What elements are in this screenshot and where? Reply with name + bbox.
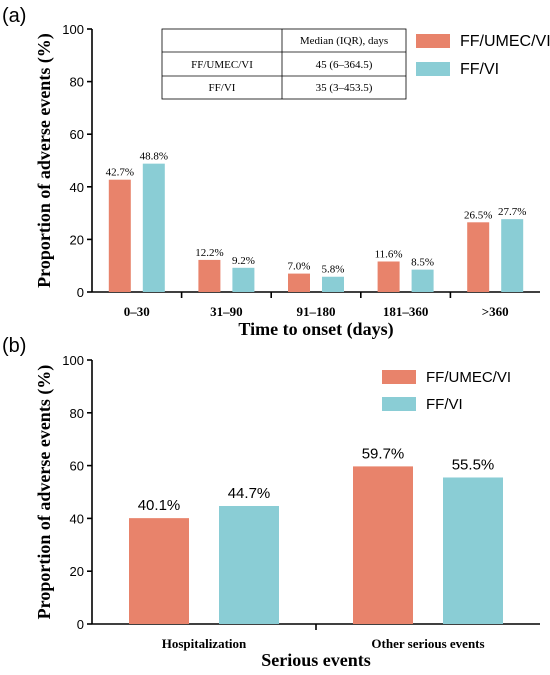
y-tick-label: 0 bbox=[77, 617, 84, 632]
bar bbox=[129, 518, 189, 624]
data-label: 27.7% bbox=[498, 206, 526, 218]
bar bbox=[142, 163, 165, 292]
legend-label: FF/VI bbox=[460, 61, 499, 78]
legend-swatch bbox=[382, 370, 416, 384]
x-tick-label: Other serious events bbox=[371, 636, 484, 651]
data-label: 40.1% bbox=[138, 497, 181, 514]
legend-swatch bbox=[382, 397, 416, 411]
bar bbox=[443, 477, 503, 624]
y-tick-label: 0 bbox=[77, 285, 84, 300]
x-axis-title: Time to onset (days) bbox=[238, 319, 393, 340]
data-label: 26.5% bbox=[464, 209, 492, 221]
legend-label: FF/UMEC/VI bbox=[460, 33, 550, 50]
data-label: 55.5% bbox=[452, 456, 495, 473]
data-label: 11.6% bbox=[375, 248, 403, 260]
bar bbox=[353, 466, 413, 624]
median-table: Median (IQR), days FF/UMEC/VI 45 (6–364.… bbox=[161, 28, 407, 100]
data-label: 5.8% bbox=[322, 264, 345, 276]
y-tick-label: 100 bbox=[62, 22, 84, 37]
y-tick-label: 100 bbox=[62, 353, 84, 368]
y-tick-label: 20 bbox=[70, 232, 84, 247]
x-tick-label: >360 bbox=[482, 304, 509, 319]
table-header-median: Median (IQR), days bbox=[300, 35, 388, 47]
bar bbox=[467, 222, 490, 292]
bar bbox=[501, 219, 524, 292]
data-label: 44.7% bbox=[228, 485, 271, 502]
table-row-value: 45 (6–364.5) bbox=[316, 59, 373, 71]
panel-a: 0 20 40 60 80 100 0–30 42.7% 48.8% 31–90 12.2% 9.2%… bbox=[34, 22, 550, 340]
bar bbox=[411, 269, 434, 292]
table-row-label: FF/VI bbox=[209, 82, 236, 94]
bar bbox=[232, 267, 255, 292]
data-label: 42.7% bbox=[106, 167, 134, 179]
y-tick-label: 80 bbox=[70, 406, 84, 421]
bar bbox=[108, 179, 131, 292]
bar bbox=[288, 273, 310, 292]
y-tick-label: 80 bbox=[70, 75, 84, 90]
y-axis-title: Proportion of adverse events (%) bbox=[34, 365, 55, 620]
legend-label: FF/UMEC/VI bbox=[426, 369, 511, 386]
legend-label: FF/VI bbox=[426, 396, 463, 413]
y-tick-label: 20 bbox=[70, 564, 84, 579]
x-tick-label: 181–360 bbox=[383, 304, 429, 319]
legend-swatch bbox=[416, 34, 450, 48]
data-label: 48.8% bbox=[140, 151, 168, 163]
y-tick-label: 40 bbox=[70, 180, 84, 195]
data-label: 9.2% bbox=[232, 255, 255, 267]
y-tick-label: 60 bbox=[70, 127, 84, 142]
y-tick-label: 60 bbox=[70, 459, 84, 474]
data-label: 59.7% bbox=[362, 445, 405, 462]
table-row-value: 35 (3–453.5) bbox=[316, 82, 373, 94]
x-tick-label: 0–30 bbox=[124, 304, 150, 319]
data-label: 12.2% bbox=[195, 247, 223, 259]
bar bbox=[219, 505, 279, 624]
data-label: 8.5% bbox=[411, 257, 434, 269]
panel-a-label: (a) bbox=[2, 5, 26, 27]
y-axis-title: Proportion of adverse events (%) bbox=[34, 33, 55, 288]
bar bbox=[198, 259, 221, 292]
panel-b-label: (b) bbox=[2, 335, 26, 357]
y-tick-label: 40 bbox=[70, 511, 84, 526]
data-label: 7.0% bbox=[288, 261, 311, 273]
x-tick-label: Hospitalization bbox=[162, 636, 247, 651]
table-border bbox=[161, 28, 407, 100]
x-tick-label: 31–90 bbox=[210, 304, 243, 319]
table-row-label: FF/UMEC/VI bbox=[191, 59, 253, 71]
legend-swatch bbox=[416, 62, 450, 76]
bar bbox=[377, 261, 400, 292]
panel-b: 0 20 40 60 80 100 Hospitalization 40.1% 44.7% Oth… bbox=[34, 353, 540, 670]
x-tick-label: 91–180 bbox=[297, 304, 336, 319]
bar bbox=[322, 276, 344, 292]
x-axis-title: Serious events bbox=[261, 650, 371, 670]
